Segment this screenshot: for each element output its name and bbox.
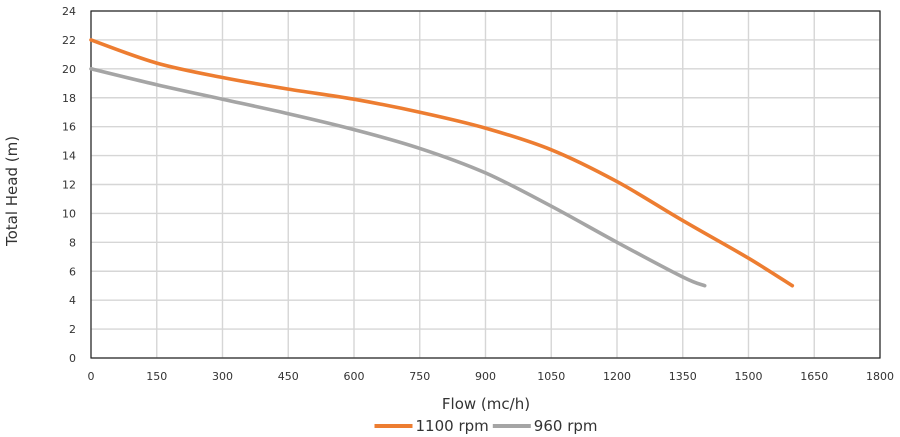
legend-label: 960 rpm bbox=[534, 417, 598, 435]
x-tick-label: 0 bbox=[88, 370, 95, 383]
x-tick-label: 1050 bbox=[537, 370, 565, 383]
x-tick-label: 750 bbox=[409, 370, 430, 383]
y-tick-label: 0 bbox=[69, 352, 76, 365]
x-tick-label: 1500 bbox=[735, 370, 763, 383]
legend-item: 960 rpm bbox=[492, 417, 598, 435]
y-tick-label: 6 bbox=[69, 265, 76, 278]
x-tick-label: 450 bbox=[278, 370, 299, 383]
x-tick-label: 150 bbox=[146, 370, 167, 383]
y-tick-label: 4 bbox=[69, 294, 76, 307]
y-tick-label: 10 bbox=[62, 207, 76, 220]
y-tick-label: 18 bbox=[62, 92, 76, 105]
y-tick-label: 20 bbox=[62, 63, 76, 76]
y-tick-label: 8 bbox=[69, 236, 76, 249]
x-tick-labels: 0 150 300 450 600 750 900 1050 1200 1350 1500 1650 1… bbox=[88, 370, 895, 383]
y-tick-label: 2 bbox=[69, 323, 76, 336]
series-lines bbox=[89, 38, 795, 288]
grid-lines bbox=[90, 10, 881, 359]
x-tick-label: 1800 bbox=[866, 370, 894, 383]
x-tick-label: 900 bbox=[475, 370, 496, 383]
x-tick-label: 300 bbox=[212, 370, 233, 383]
y-tick-label: 14 bbox=[62, 150, 76, 163]
x-tick-label: 600 bbox=[344, 370, 365, 383]
y-axis-title: Total Head (m) bbox=[3, 136, 21, 247]
legend: 1100 rpm 960 rpm bbox=[374, 417, 598, 435]
legend-item: 1100 rpm bbox=[374, 417, 489, 435]
legend-label: 1100 rpm bbox=[416, 417, 489, 435]
series-line-960-rpm bbox=[89, 67, 707, 288]
x-tick-label: 1650 bbox=[800, 370, 828, 383]
x-axis-title: Flow (mc/h) bbox=[442, 395, 530, 413]
y-tick-label: 22 bbox=[62, 34, 76, 47]
series-line-1100-rpm bbox=[89, 38, 795, 288]
x-tick-label: 1350 bbox=[669, 370, 697, 383]
x-tick-label: 1200 bbox=[603, 370, 631, 383]
y-tick-label: 12 bbox=[62, 179, 76, 192]
plot-frame bbox=[90, 10, 881, 359]
y-tick-label: 16 bbox=[62, 121, 76, 134]
y-tick-label: 24 bbox=[62, 5, 76, 18]
